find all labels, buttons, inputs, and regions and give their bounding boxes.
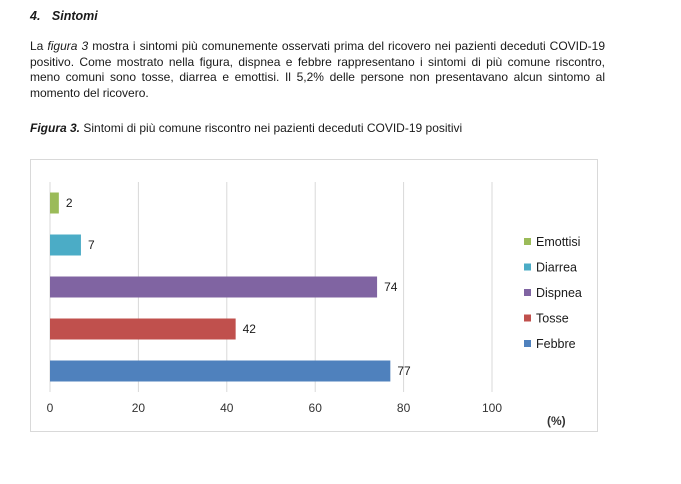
legend-label-diarrea: Diarrea — [536, 261, 577, 275]
caption-text: Sintomi di più comune riscontro nei pazi… — [80, 121, 463, 135]
x-axis-label: (%) — [547, 414, 566, 428]
section-heading: 4. Sintomi — [30, 9, 98, 23]
figure-reference: figura 3 — [47, 39, 89, 53]
section-number: 4. — [30, 9, 41, 23]
caption-label: Figura 3. — [30, 121, 81, 135]
bar-febbre — [50, 360, 391, 382]
legend-swatch-febbre — [524, 340, 531, 347]
data-label-emottisi: 2 — [66, 196, 73, 210]
x-tick-labels: 0 20 40 60 80 100 — [47, 401, 503, 415]
bar-emottisi — [50, 192, 59, 214]
bar-chart: 2 7 74 42 77 0 20 40 60 80 100 Emottisi Diarrea Dis… — [47, 182, 582, 428]
x-tick-label: 40 — [220, 401, 234, 415]
figure-caption: Figura 3. Sintomi di più comune riscontr… — [30, 121, 462, 135]
data-label-diarrea: 7 — [88, 238, 95, 252]
bar-dispnea — [50, 276, 378, 298]
legend-swatch-diarrea — [524, 263, 531, 271]
legend: Emottisi Diarrea Dispnea Tosse Febbre — [524, 235, 582, 351]
chart-frame: 2 7 74 42 77 0 20 40 60 80 100 Emottisi Diarrea Dis… — [30, 159, 598, 432]
legend-label-febbre: Febbre — [536, 337, 576, 351]
legend-swatch-tosse — [524, 314, 531, 322]
legend-swatch-emottisi — [524, 238, 531, 245]
bars: 2 7 74 42 77 — [50, 192, 411, 382]
data-label-febbre: 77 — [397, 364, 411, 378]
body-paragraph: La figura 3 mostra i sintomi più comunem… — [30, 39, 605, 101]
x-tick-label: 80 — [397, 401, 411, 415]
legend-label-emottisi: Emottisi — [536, 235, 580, 249]
x-tick-label: 0 — [47, 401, 54, 415]
x-tick-label: 100 — [482, 401, 502, 415]
legend-label-tosse: Tosse — [536, 312, 569, 326]
bar-diarrea — [50, 234, 81, 256]
x-tick-label: 20 — [132, 401, 146, 415]
x-tick-label: 60 — [309, 401, 323, 415]
legend-label-dispnea: Dispnea — [536, 286, 582, 300]
paragraph-lead: La — [30, 39, 48, 53]
section-title: Sintomi — [51, 9, 98, 23]
bar-tosse — [50, 318, 236, 340]
data-label-tosse: 42 — [243, 322, 257, 336]
legend-swatch-dispnea — [524, 289, 531, 296]
paragraph-text: mostra i sintomi più comunemente osserva… — [30, 39, 606, 100]
data-label-dispnea: 74 — [384, 280, 398, 294]
